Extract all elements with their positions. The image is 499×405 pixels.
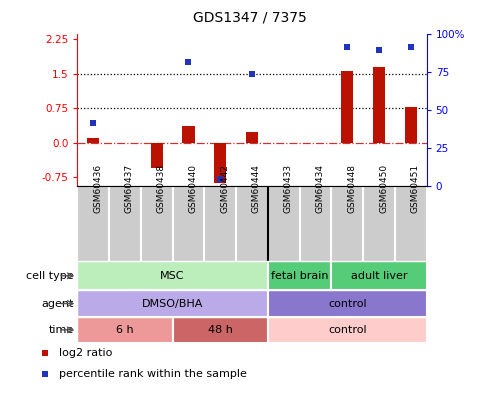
- Bar: [405, 107, 417, 143]
- Bar: [268, 317, 427, 343]
- Bar: [77, 261, 268, 290]
- Bar: [173, 317, 268, 343]
- Text: fetal brain: fetal brain: [271, 271, 328, 281]
- Bar: [331, 261, 427, 290]
- Text: GDS1347 / 7375: GDS1347 / 7375: [193, 10, 306, 24]
- Text: GSM60438: GSM60438: [157, 164, 166, 213]
- Text: cell type: cell type: [26, 271, 74, 281]
- Text: adult liver: adult liver: [351, 271, 407, 281]
- Bar: [268, 261, 331, 290]
- Bar: [373, 67, 385, 143]
- Text: GSM60437: GSM60437: [125, 164, 134, 213]
- Text: GSM60451: GSM60451: [411, 164, 420, 213]
- Text: GSM60436: GSM60436: [93, 164, 102, 213]
- Text: GSM60444: GSM60444: [252, 164, 261, 213]
- Bar: [151, 143, 163, 168]
- Text: time: time: [48, 325, 74, 335]
- Text: GSM60450: GSM60450: [379, 164, 388, 213]
- Text: control: control: [328, 325, 367, 335]
- Text: GSM60434: GSM60434: [315, 164, 324, 213]
- Text: DMSO/BHA: DMSO/BHA: [142, 298, 203, 309]
- Text: control: control: [328, 298, 367, 309]
- Bar: [268, 290, 427, 317]
- Text: log2 ratio: log2 ratio: [59, 347, 113, 358]
- Text: GSM60442: GSM60442: [220, 164, 229, 213]
- Text: GSM60440: GSM60440: [189, 164, 198, 213]
- Bar: [77, 317, 173, 343]
- Text: GSM60433: GSM60433: [284, 164, 293, 213]
- Bar: [214, 143, 226, 183]
- Text: agent: agent: [41, 298, 74, 309]
- Text: GSM60448: GSM60448: [347, 164, 356, 213]
- Bar: [246, 132, 258, 143]
- Bar: [77, 290, 268, 317]
- Bar: [341, 71, 353, 143]
- Text: 48 h: 48 h: [208, 325, 233, 335]
- Bar: [183, 126, 195, 143]
- Text: percentile rank within the sample: percentile rank within the sample: [59, 369, 247, 379]
- Text: 6 h: 6 h: [116, 325, 134, 335]
- Bar: [87, 138, 99, 143]
- Text: MSC: MSC: [160, 271, 185, 281]
